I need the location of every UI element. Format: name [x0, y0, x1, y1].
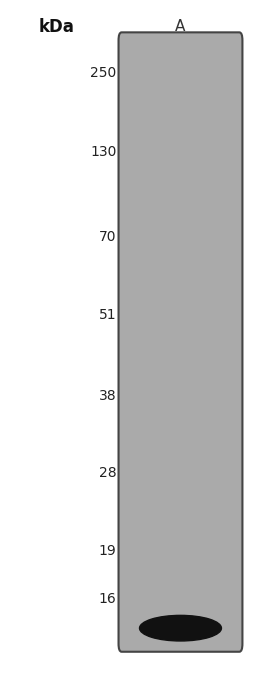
Text: A: A [175, 20, 186, 34]
Text: 38: 38 [99, 390, 116, 403]
Text: 19: 19 [99, 545, 116, 558]
Text: 28: 28 [99, 466, 116, 480]
Text: kDa: kDa [38, 18, 74, 36]
Ellipse shape [140, 615, 221, 641]
Text: 130: 130 [90, 145, 116, 158]
Text: 250: 250 [90, 66, 116, 80]
Text: 70: 70 [99, 231, 116, 244]
Text: 16: 16 [99, 592, 116, 605]
Text: 51: 51 [99, 309, 116, 322]
FancyBboxPatch shape [119, 32, 242, 652]
